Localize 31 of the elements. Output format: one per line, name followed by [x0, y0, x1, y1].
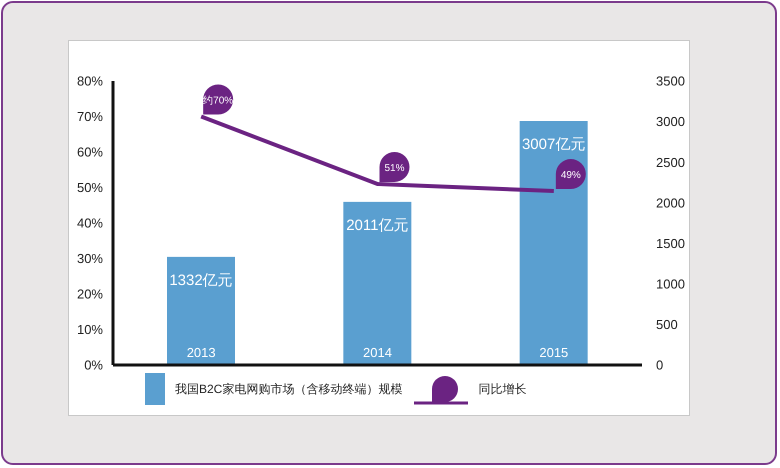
y2-tick-label: 1500: [656, 236, 685, 251]
x-tick-label: 2015: [539, 345, 568, 360]
data-label: 约70%: [203, 94, 234, 106]
data-label: 3007亿元: [522, 136, 586, 154]
bar: [520, 121, 588, 365]
y-tick-label: 60%: [76, 144, 104, 160]
y-tick-label: 0%: [84, 358, 104, 373]
y-tick-label: 10%: [76, 322, 104, 338]
data-label: 2011亿元: [346, 216, 408, 234]
y2-tick-label: 1000: [656, 276, 685, 292]
y2-tick-label: 500: [656, 317, 678, 332]
y2-tick-label: 3500: [656, 74, 685, 89]
y-tick-label: 50%: [76, 180, 104, 196]
y2-tick-label: 0: [656, 358, 664, 373]
series-label: 我国B2C家电网购市场（含移动终端）规模: [175, 380, 402, 398]
y-tick-label: 30%: [76, 251, 104, 266]
y2-tick-label: 2000: [656, 195, 685, 210]
y2-tick-label: 2500: [656, 154, 685, 170]
x-tick-label: 2014: [363, 345, 392, 360]
bar: [167, 256, 235, 365]
data-label: 49%: [560, 170, 581, 182]
y-tick-label: 80%: [76, 74, 104, 89]
legend-label: 同比增长: [478, 380, 526, 398]
y2-tick-label: 3000: [656, 114, 685, 130]
y-tick-label: 20%: [76, 286, 104, 302]
y-tick-label: 70%: [76, 109, 104, 124]
bar: [343, 202, 412, 365]
data-label: 1332亿元: [169, 272, 233, 289]
y-tick-label: 40%: [76, 216, 104, 231]
x-tick-label: 2013: [186, 345, 216, 360]
data-label: 51%: [384, 162, 405, 174]
